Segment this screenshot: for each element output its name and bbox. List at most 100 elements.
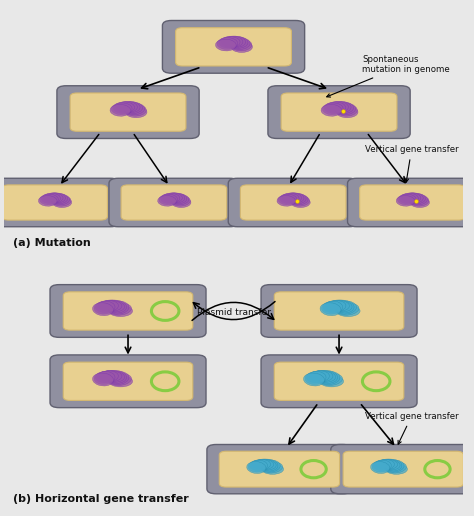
Ellipse shape: [110, 104, 131, 116]
Ellipse shape: [277, 196, 296, 206]
Ellipse shape: [109, 376, 133, 387]
Ellipse shape: [122, 102, 143, 114]
Ellipse shape: [170, 194, 189, 205]
FancyBboxPatch shape: [347, 178, 474, 227]
Ellipse shape: [116, 102, 137, 112]
Ellipse shape: [159, 194, 178, 205]
Ellipse shape: [51, 194, 70, 205]
Ellipse shape: [278, 194, 297, 205]
Ellipse shape: [410, 198, 429, 207]
FancyBboxPatch shape: [331, 444, 474, 494]
Ellipse shape: [231, 39, 252, 51]
Ellipse shape: [321, 104, 342, 116]
Ellipse shape: [125, 105, 146, 116]
Ellipse shape: [262, 462, 283, 473]
FancyBboxPatch shape: [207, 444, 352, 494]
Ellipse shape: [98, 300, 122, 312]
Ellipse shape: [229, 38, 250, 50]
Ellipse shape: [171, 196, 191, 206]
Ellipse shape: [410, 196, 429, 206]
Ellipse shape: [319, 376, 344, 387]
Ellipse shape: [248, 460, 267, 472]
Ellipse shape: [41, 194, 61, 204]
Ellipse shape: [124, 103, 145, 115]
Ellipse shape: [319, 372, 340, 384]
Ellipse shape: [231, 41, 253, 53]
FancyBboxPatch shape: [274, 362, 404, 400]
FancyBboxPatch shape: [70, 93, 186, 131]
Ellipse shape: [221, 36, 243, 47]
Ellipse shape: [106, 370, 127, 383]
Ellipse shape: [327, 102, 348, 112]
Ellipse shape: [336, 303, 359, 315]
Ellipse shape: [285, 193, 304, 203]
Ellipse shape: [309, 370, 333, 382]
FancyBboxPatch shape: [240, 185, 346, 220]
FancyBboxPatch shape: [50, 355, 206, 408]
FancyBboxPatch shape: [50, 285, 206, 337]
Ellipse shape: [108, 301, 129, 314]
Text: Spontaneous
mutation in genome: Spontaneous mutation in genome: [327, 55, 450, 97]
Ellipse shape: [288, 193, 306, 204]
Ellipse shape: [372, 460, 392, 472]
Ellipse shape: [326, 300, 349, 312]
Ellipse shape: [158, 196, 176, 206]
Ellipse shape: [111, 103, 132, 115]
Ellipse shape: [336, 305, 360, 317]
Ellipse shape: [291, 196, 310, 206]
FancyBboxPatch shape: [163, 21, 305, 73]
Ellipse shape: [324, 102, 346, 114]
Ellipse shape: [396, 196, 415, 206]
Ellipse shape: [280, 194, 299, 204]
Ellipse shape: [255, 459, 276, 470]
FancyBboxPatch shape: [343, 452, 464, 487]
Ellipse shape: [313, 370, 336, 382]
Ellipse shape: [336, 301, 356, 314]
Ellipse shape: [261, 460, 280, 472]
Ellipse shape: [106, 300, 127, 313]
Ellipse shape: [113, 102, 135, 114]
FancyBboxPatch shape: [121, 185, 227, 220]
Ellipse shape: [398, 194, 416, 205]
Text: Vertical gene transfer: Vertical gene transfer: [365, 412, 458, 444]
Ellipse shape: [161, 194, 180, 204]
Ellipse shape: [322, 103, 343, 115]
Ellipse shape: [96, 371, 118, 383]
Ellipse shape: [249, 460, 271, 471]
Ellipse shape: [407, 193, 426, 204]
Text: Vertical gene transfer: Vertical gene transfer: [365, 146, 458, 182]
Ellipse shape: [371, 462, 390, 474]
Ellipse shape: [52, 198, 72, 207]
FancyBboxPatch shape: [268, 86, 410, 138]
FancyBboxPatch shape: [2, 185, 108, 220]
Ellipse shape: [305, 372, 326, 384]
Ellipse shape: [96, 300, 118, 313]
Ellipse shape: [401, 193, 421, 203]
Ellipse shape: [92, 303, 113, 316]
Ellipse shape: [337, 106, 358, 118]
FancyBboxPatch shape: [261, 285, 417, 337]
Ellipse shape: [38, 196, 57, 206]
Ellipse shape: [216, 39, 236, 51]
Ellipse shape: [52, 196, 71, 206]
Text: (b) Horizontal gene transfer: (b) Horizontal gene transfer: [13, 494, 189, 504]
FancyBboxPatch shape: [0, 178, 119, 227]
Ellipse shape: [375, 459, 398, 470]
Ellipse shape: [49, 193, 68, 204]
FancyBboxPatch shape: [274, 292, 404, 330]
Ellipse shape: [335, 103, 356, 115]
Ellipse shape: [119, 101, 140, 113]
Ellipse shape: [399, 194, 419, 204]
FancyBboxPatch shape: [57, 86, 199, 138]
Ellipse shape: [109, 305, 133, 317]
Ellipse shape: [379, 459, 400, 470]
Ellipse shape: [224, 36, 246, 47]
Ellipse shape: [374, 460, 394, 471]
Ellipse shape: [291, 198, 310, 207]
Ellipse shape: [319, 374, 343, 385]
Ellipse shape: [172, 198, 191, 207]
Ellipse shape: [46, 193, 65, 203]
Ellipse shape: [262, 464, 283, 474]
Ellipse shape: [385, 464, 408, 474]
Ellipse shape: [247, 462, 266, 474]
